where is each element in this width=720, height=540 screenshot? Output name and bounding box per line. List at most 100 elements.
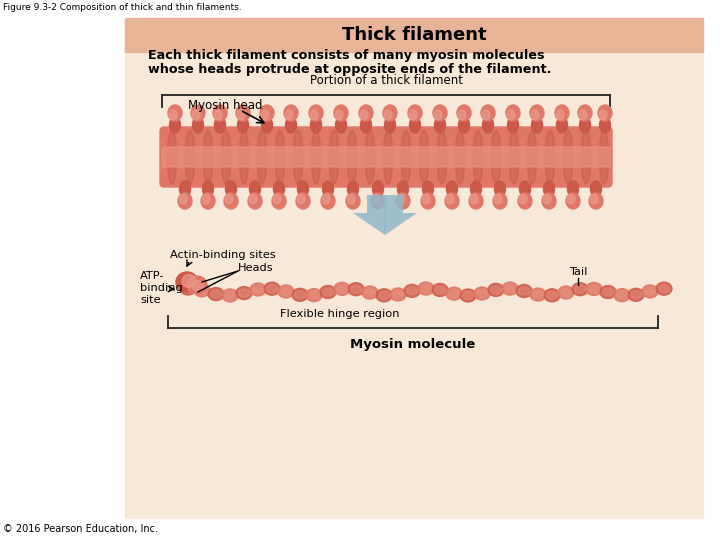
- Ellipse shape: [285, 110, 293, 120]
- Ellipse shape: [310, 117, 322, 133]
- Ellipse shape: [297, 194, 305, 204]
- Ellipse shape: [491, 130, 501, 184]
- Ellipse shape: [250, 181, 261, 197]
- Ellipse shape: [557, 117, 567, 133]
- Ellipse shape: [334, 105, 348, 121]
- Ellipse shape: [644, 287, 655, 295]
- Ellipse shape: [544, 289, 560, 302]
- Text: Actin-binding sites: Actin-binding sites: [170, 250, 276, 260]
- Ellipse shape: [192, 280, 204, 292]
- Ellipse shape: [236, 105, 250, 121]
- Ellipse shape: [335, 110, 343, 120]
- Ellipse shape: [474, 287, 490, 300]
- Ellipse shape: [392, 291, 403, 299]
- Ellipse shape: [527, 130, 537, 184]
- Ellipse shape: [239, 130, 249, 184]
- Ellipse shape: [446, 181, 457, 197]
- Ellipse shape: [372, 194, 380, 204]
- Ellipse shape: [182, 285, 194, 293]
- Ellipse shape: [294, 291, 305, 299]
- Ellipse shape: [481, 105, 495, 121]
- Ellipse shape: [192, 110, 200, 120]
- Ellipse shape: [628, 288, 644, 301]
- Ellipse shape: [470, 181, 482, 197]
- Ellipse shape: [631, 291, 642, 299]
- Ellipse shape: [221, 130, 231, 184]
- Bar: [125, 18, 703, 52]
- Ellipse shape: [248, 193, 262, 209]
- Ellipse shape: [459, 117, 469, 133]
- Ellipse shape: [361, 117, 372, 133]
- Ellipse shape: [321, 193, 335, 209]
- Ellipse shape: [249, 194, 257, 204]
- Ellipse shape: [176, 272, 198, 292]
- Ellipse shape: [445, 193, 459, 209]
- Ellipse shape: [572, 282, 588, 295]
- Ellipse shape: [590, 194, 598, 204]
- Ellipse shape: [434, 286, 446, 294]
- Ellipse shape: [505, 285, 516, 293]
- Ellipse shape: [446, 287, 462, 300]
- Ellipse shape: [383, 130, 393, 184]
- Ellipse shape: [197, 286, 207, 294]
- Ellipse shape: [530, 105, 544, 121]
- Ellipse shape: [599, 130, 609, 184]
- Ellipse shape: [250, 283, 266, 296]
- Ellipse shape: [286, 117, 297, 133]
- Ellipse shape: [264, 282, 280, 295]
- Ellipse shape: [347, 194, 355, 204]
- Ellipse shape: [558, 286, 574, 299]
- Ellipse shape: [275, 130, 285, 184]
- Ellipse shape: [311, 130, 321, 184]
- Polygon shape: [353, 195, 417, 235]
- Ellipse shape: [449, 289, 459, 298]
- Ellipse shape: [273, 194, 281, 204]
- Ellipse shape: [580, 117, 590, 133]
- Ellipse shape: [284, 105, 298, 121]
- Ellipse shape: [518, 287, 529, 295]
- Ellipse shape: [194, 284, 210, 297]
- Ellipse shape: [567, 194, 575, 204]
- Text: Flexible hinge region: Flexible hinge region: [280, 309, 400, 319]
- Ellipse shape: [309, 105, 323, 121]
- Text: Portion of a thick filament: Portion of a thick filament: [310, 74, 462, 87]
- Ellipse shape: [404, 285, 420, 298]
- Ellipse shape: [419, 130, 429, 184]
- Ellipse shape: [266, 285, 277, 293]
- Ellipse shape: [359, 105, 373, 121]
- Ellipse shape: [261, 110, 269, 120]
- Ellipse shape: [544, 181, 554, 197]
- Ellipse shape: [518, 193, 532, 209]
- Ellipse shape: [236, 287, 252, 300]
- Ellipse shape: [310, 110, 318, 120]
- Ellipse shape: [482, 117, 493, 133]
- Text: Each thick filament consists of many myosin molecules: Each thick filament consists of many myo…: [148, 50, 544, 63]
- Ellipse shape: [494, 194, 502, 204]
- Ellipse shape: [502, 282, 518, 295]
- Bar: [125, 18, 703, 518]
- Ellipse shape: [260, 105, 274, 121]
- Ellipse shape: [599, 110, 607, 120]
- Text: Tail: Tail: [569, 267, 588, 277]
- Ellipse shape: [253, 286, 264, 294]
- Ellipse shape: [563, 130, 573, 184]
- Ellipse shape: [600, 117, 611, 133]
- Ellipse shape: [408, 105, 422, 121]
- Ellipse shape: [306, 288, 322, 302]
- Ellipse shape: [201, 193, 215, 209]
- Ellipse shape: [293, 130, 303, 184]
- Ellipse shape: [191, 105, 205, 121]
- Ellipse shape: [531, 117, 542, 133]
- Ellipse shape: [390, 288, 406, 301]
- Ellipse shape: [364, 288, 376, 296]
- Ellipse shape: [168, 105, 182, 121]
- Ellipse shape: [348, 181, 359, 197]
- Ellipse shape: [336, 117, 346, 133]
- Ellipse shape: [397, 181, 408, 197]
- Ellipse shape: [384, 110, 392, 120]
- Ellipse shape: [225, 194, 233, 204]
- Ellipse shape: [179, 181, 191, 197]
- Ellipse shape: [457, 105, 471, 121]
- Ellipse shape: [214, 110, 222, 120]
- Ellipse shape: [185, 130, 195, 184]
